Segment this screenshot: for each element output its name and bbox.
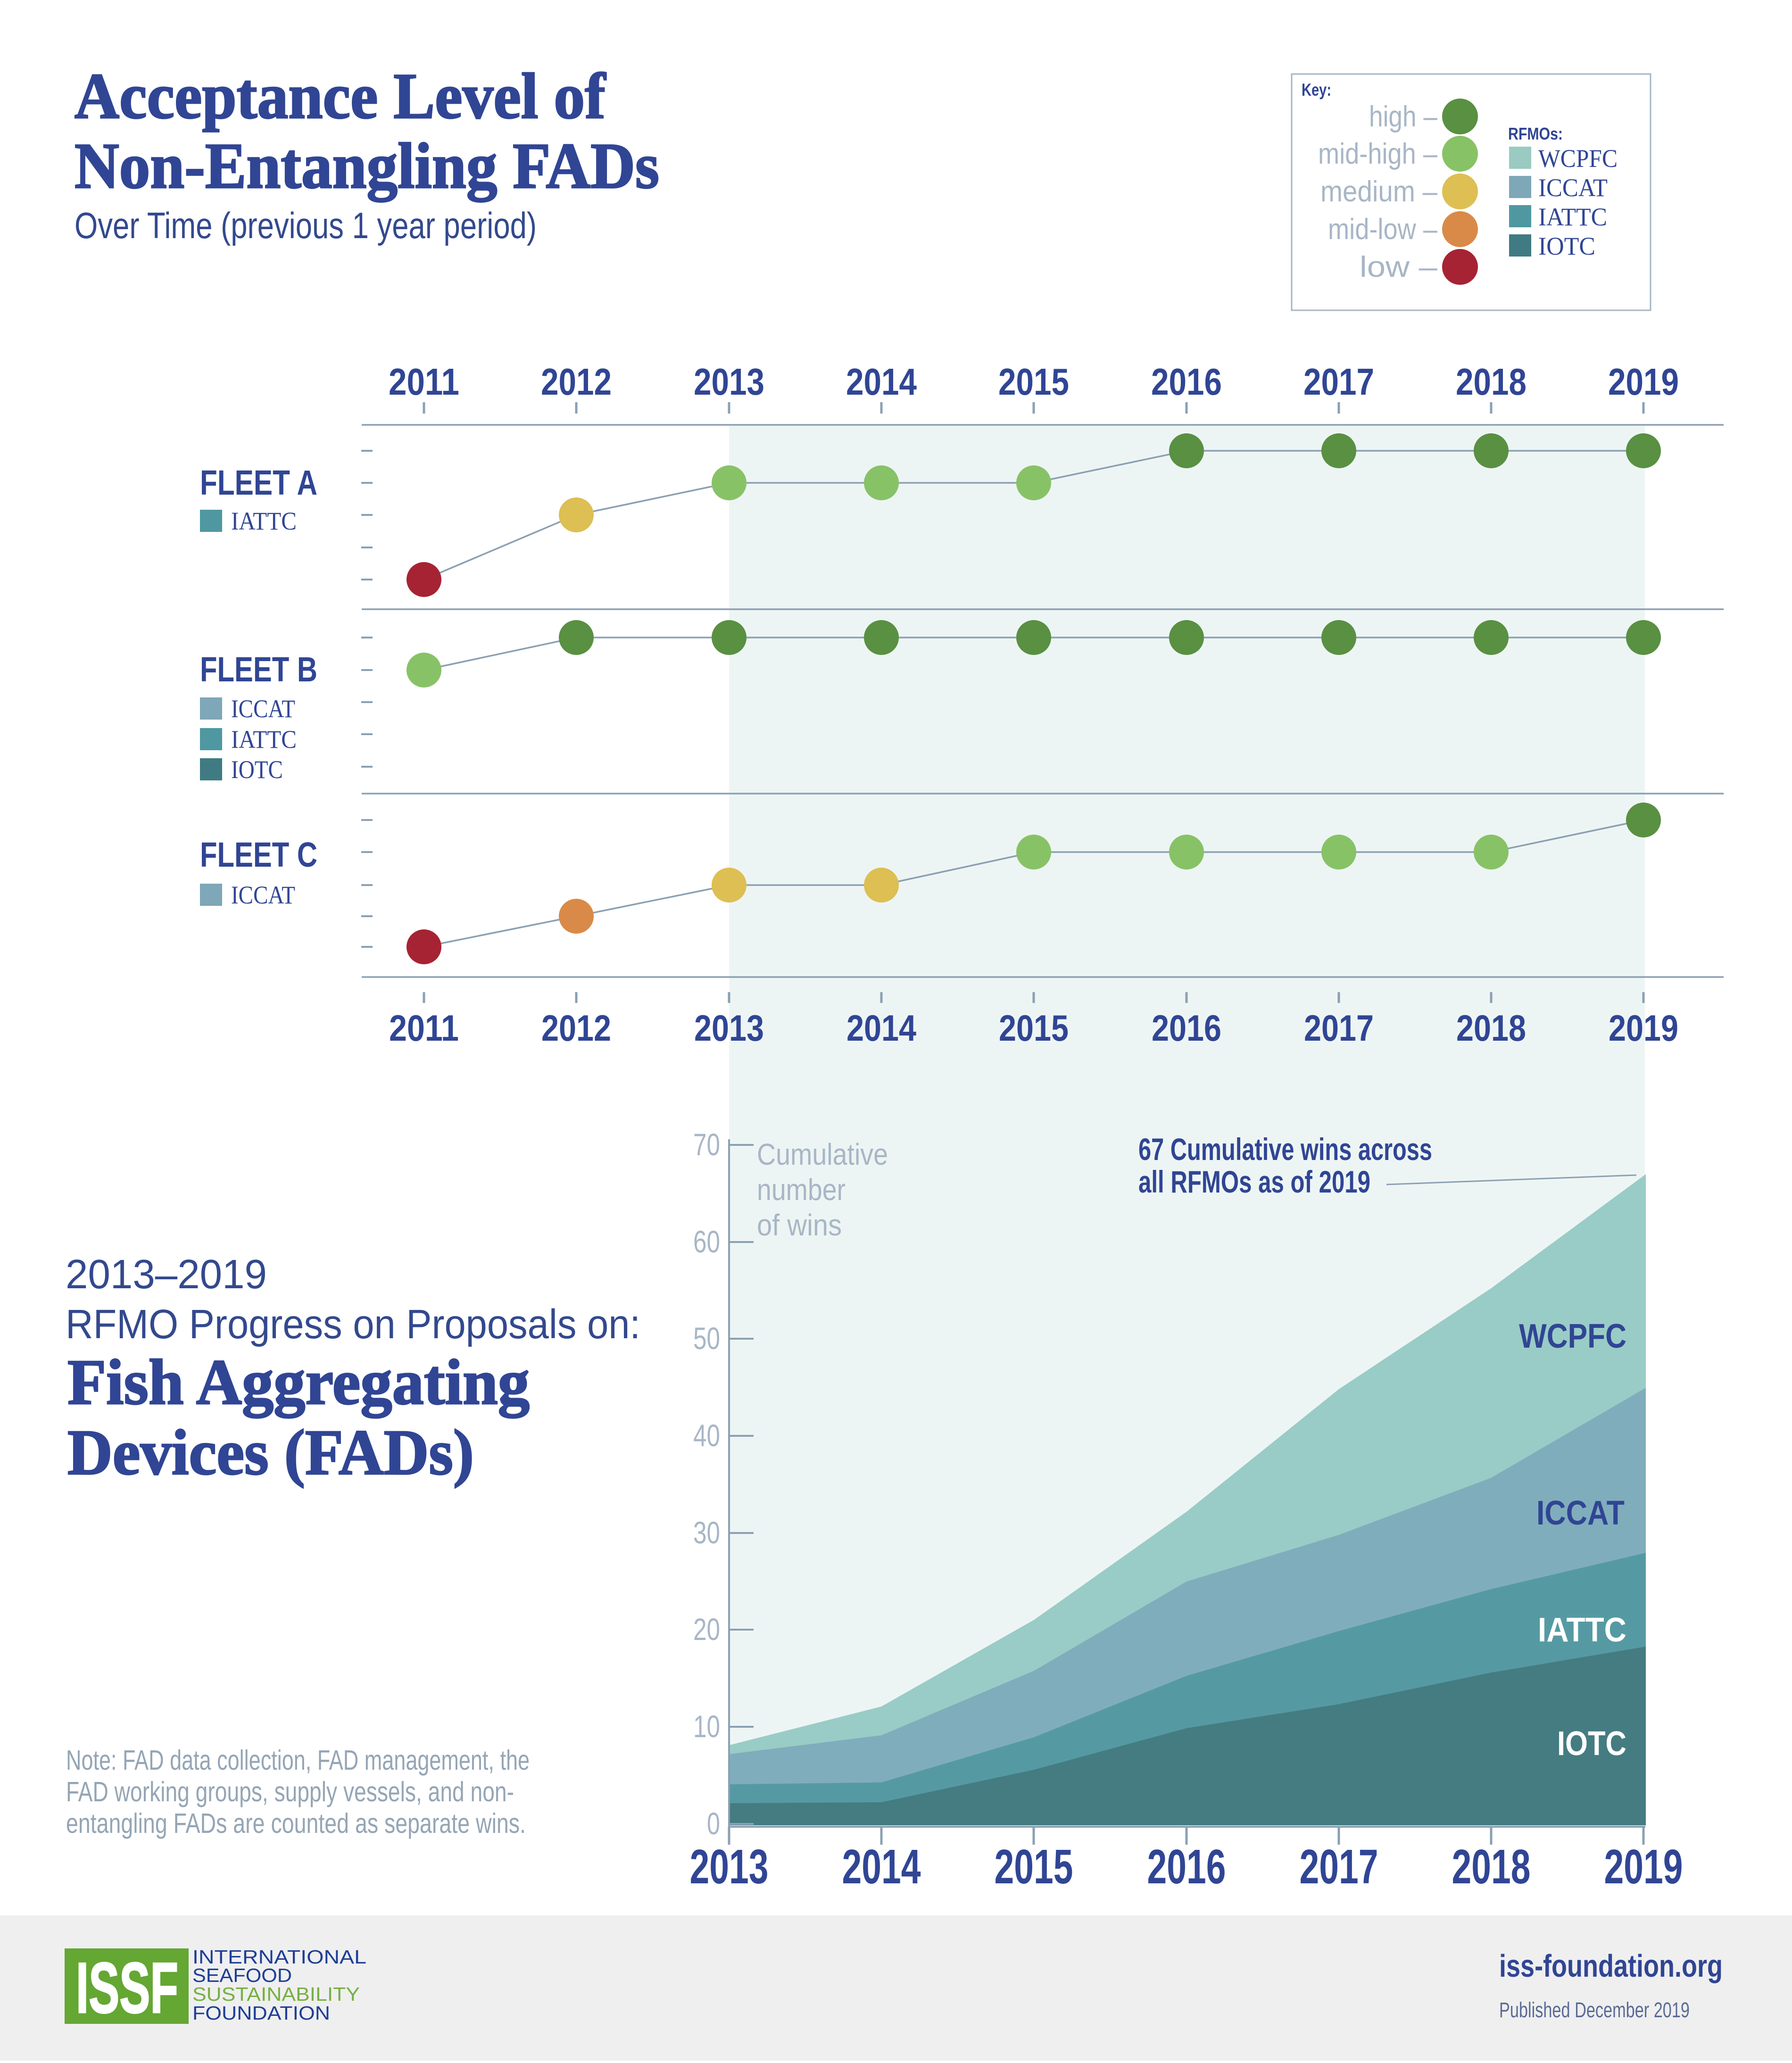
svg-text:low –: low – — [1360, 251, 1438, 283]
svg-text:Non-Entangling FADs: Non-Entangling FADs — [75, 130, 659, 202]
svg-text:high –: high – — [1369, 100, 1437, 133]
svg-text:FAD working groups, supply ves: FAD working groups, supply vessels, and … — [66, 1776, 514, 1807]
svg-text:FOUNDATION: FOUNDATION — [192, 2002, 330, 2024]
svg-text:0: 0 — [707, 1806, 720, 1841]
svg-text:RFMOs:: RFMOs: — [1508, 124, 1563, 143]
svg-text:2013: 2013 — [690, 1839, 769, 1894]
svg-text:FLEET A: FLEET A — [200, 463, 317, 502]
svg-text:SEAFOOD: SEAFOOD — [192, 1964, 292, 1986]
svg-text:2012: 2012 — [541, 361, 612, 403]
svg-text:2018: 2018 — [1456, 361, 1527, 403]
svg-text:60: 60 — [693, 1224, 720, 1259]
svg-text:mid-low –: mid-low – — [1328, 213, 1437, 246]
svg-text:2019: 2019 — [1604, 1839, 1683, 1894]
svg-text:IATTC: IATTC — [1538, 1611, 1626, 1649]
svg-text:ICCAT: ICCAT — [231, 695, 295, 723]
svg-text:Devices (FADs): Devices (FADs) — [67, 1417, 474, 1488]
svg-text:IATTC: IATTC — [231, 507, 297, 535]
svg-text:2012: 2012 — [541, 1007, 611, 1049]
svg-text:entangling FADs are counted as: entangling FADs are counted as separate … — [66, 1808, 526, 1839]
svg-text:WCPFC: WCPFC — [1519, 1317, 1626, 1355]
svg-text:ISSF: ISSF — [76, 1948, 178, 2028]
svg-text:all RFMOs as of 2019: all RFMOs as of 2019 — [1138, 1164, 1370, 1199]
svg-text:2017: 2017 — [1300, 1839, 1378, 1894]
svg-text:2015: 2015 — [995, 1839, 1073, 1894]
svg-text:number: number — [757, 1173, 846, 1207]
svg-text:2011: 2011 — [389, 361, 459, 403]
svg-text:2019: 2019 — [1609, 1007, 1678, 1049]
svg-text:WCPFC: WCPFC — [1538, 144, 1618, 173]
svg-text:2017: 2017 — [1304, 1007, 1374, 1049]
svg-text:2013: 2013 — [694, 361, 764, 403]
svg-text:RFMO Progress on Proposals on:: RFMO Progress on Proposals on: — [66, 1301, 640, 1347]
svg-text:medium –: medium – — [1320, 175, 1437, 208]
svg-text:Over Time (previous 1 year per: Over Time (previous 1 year period) — [75, 205, 537, 246]
svg-text:2015: 2015 — [999, 1007, 1069, 1049]
svg-text:2019: 2019 — [1608, 361, 1679, 403]
svg-text:IATTC: IATTC — [1538, 203, 1607, 231]
svg-text:iss-foundation.org: iss-foundation.org — [1499, 1948, 1723, 1984]
svg-text:2016: 2016 — [1147, 1839, 1226, 1894]
svg-text:Fish Aggregating: Fish Aggregating — [67, 1346, 530, 1418]
svg-text:2013: 2013 — [694, 1007, 764, 1049]
svg-text:IOTC: IOTC — [231, 755, 283, 784]
svg-text:10: 10 — [693, 1709, 720, 1744]
svg-text:2016: 2016 — [1152, 1007, 1221, 1049]
svg-text:2018: 2018 — [1456, 1007, 1526, 1049]
svg-text:67 Cumulative wins across: 67 Cumulative wins across — [1138, 1132, 1432, 1167]
svg-text:2015: 2015 — [998, 361, 1069, 403]
svg-text:Published December 2019: Published December 2019 — [1499, 1998, 1690, 2022]
svg-text:2018: 2018 — [1452, 1839, 1531, 1894]
svg-text:IOTC: IOTC — [1538, 232, 1595, 260]
svg-text:70: 70 — [693, 1127, 720, 1162]
svg-text:mid-high –: mid-high – — [1318, 138, 1437, 170]
svg-text:Acceptance Level of: Acceptance Level of — [75, 60, 606, 132]
svg-text:ICCAT: ICCAT — [1536, 1494, 1625, 1532]
svg-text:ICCAT: ICCAT — [1538, 174, 1608, 202]
svg-text:30: 30 — [693, 1515, 720, 1550]
svg-text:SUSTAINABILITY: SUSTAINABILITY — [192, 1983, 360, 2005]
svg-text:2014: 2014 — [846, 1007, 916, 1049]
svg-text:2013–2019: 2013–2019 — [66, 1251, 267, 1297]
svg-text:ICCAT: ICCAT — [231, 881, 295, 909]
svg-text:FLEET B: FLEET B — [200, 650, 317, 689]
svg-text:20: 20 — [693, 1612, 720, 1647]
svg-text:Key:: Key: — [1302, 80, 1331, 99]
svg-text:2014: 2014 — [842, 1839, 921, 1894]
svg-text:50: 50 — [693, 1321, 720, 1356]
svg-text:2011: 2011 — [389, 1007, 459, 1049]
svg-text:40: 40 — [693, 1418, 720, 1453]
svg-text:IATTC: IATTC — [231, 725, 297, 754]
svg-text:FLEET C: FLEET C — [200, 835, 317, 874]
svg-text:of wins: of wins — [757, 1208, 842, 1242]
svg-text:2014: 2014 — [846, 361, 917, 403]
svg-text:2017: 2017 — [1303, 361, 1374, 403]
svg-text:Note: FAD data collection, FAD: Note: FAD data collection, FAD managemen… — [66, 1745, 530, 1776]
svg-text:INTERNATIONAL: INTERNATIONAL — [192, 1946, 366, 1968]
svg-text:2016: 2016 — [1151, 361, 1222, 403]
svg-text:IOTC: IOTC — [1557, 1725, 1626, 1763]
svg-text:Cumulative: Cumulative — [757, 1137, 888, 1171]
